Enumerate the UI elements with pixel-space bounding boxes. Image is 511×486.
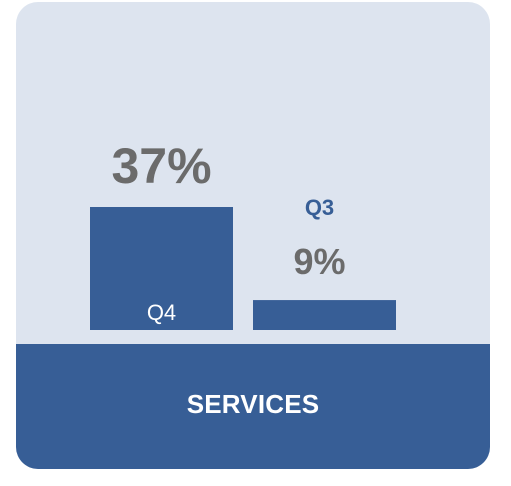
- category-footer-label: SERVICES: [186, 389, 320, 419]
- value-label-q3: 9%: [293, 241, 345, 282]
- services-card: Q4 37% Q3 9% SERVICES: [16, 2, 490, 469]
- value-label-q4: 37%: [111, 138, 211, 194]
- bar-chart-svg: Q4 37% Q3 9%: [90, 138, 396, 330]
- bar-chart: Q4 37% Q3 9%: [16, 2, 490, 344]
- category-footer: SERVICES: [16, 344, 490, 469]
- bar-q3: [253, 300, 396, 330]
- bar-q4: [90, 207, 233, 330]
- category-label-q3: Q3: [305, 195, 334, 220]
- category-label-q4: Q4: [147, 300, 176, 325]
